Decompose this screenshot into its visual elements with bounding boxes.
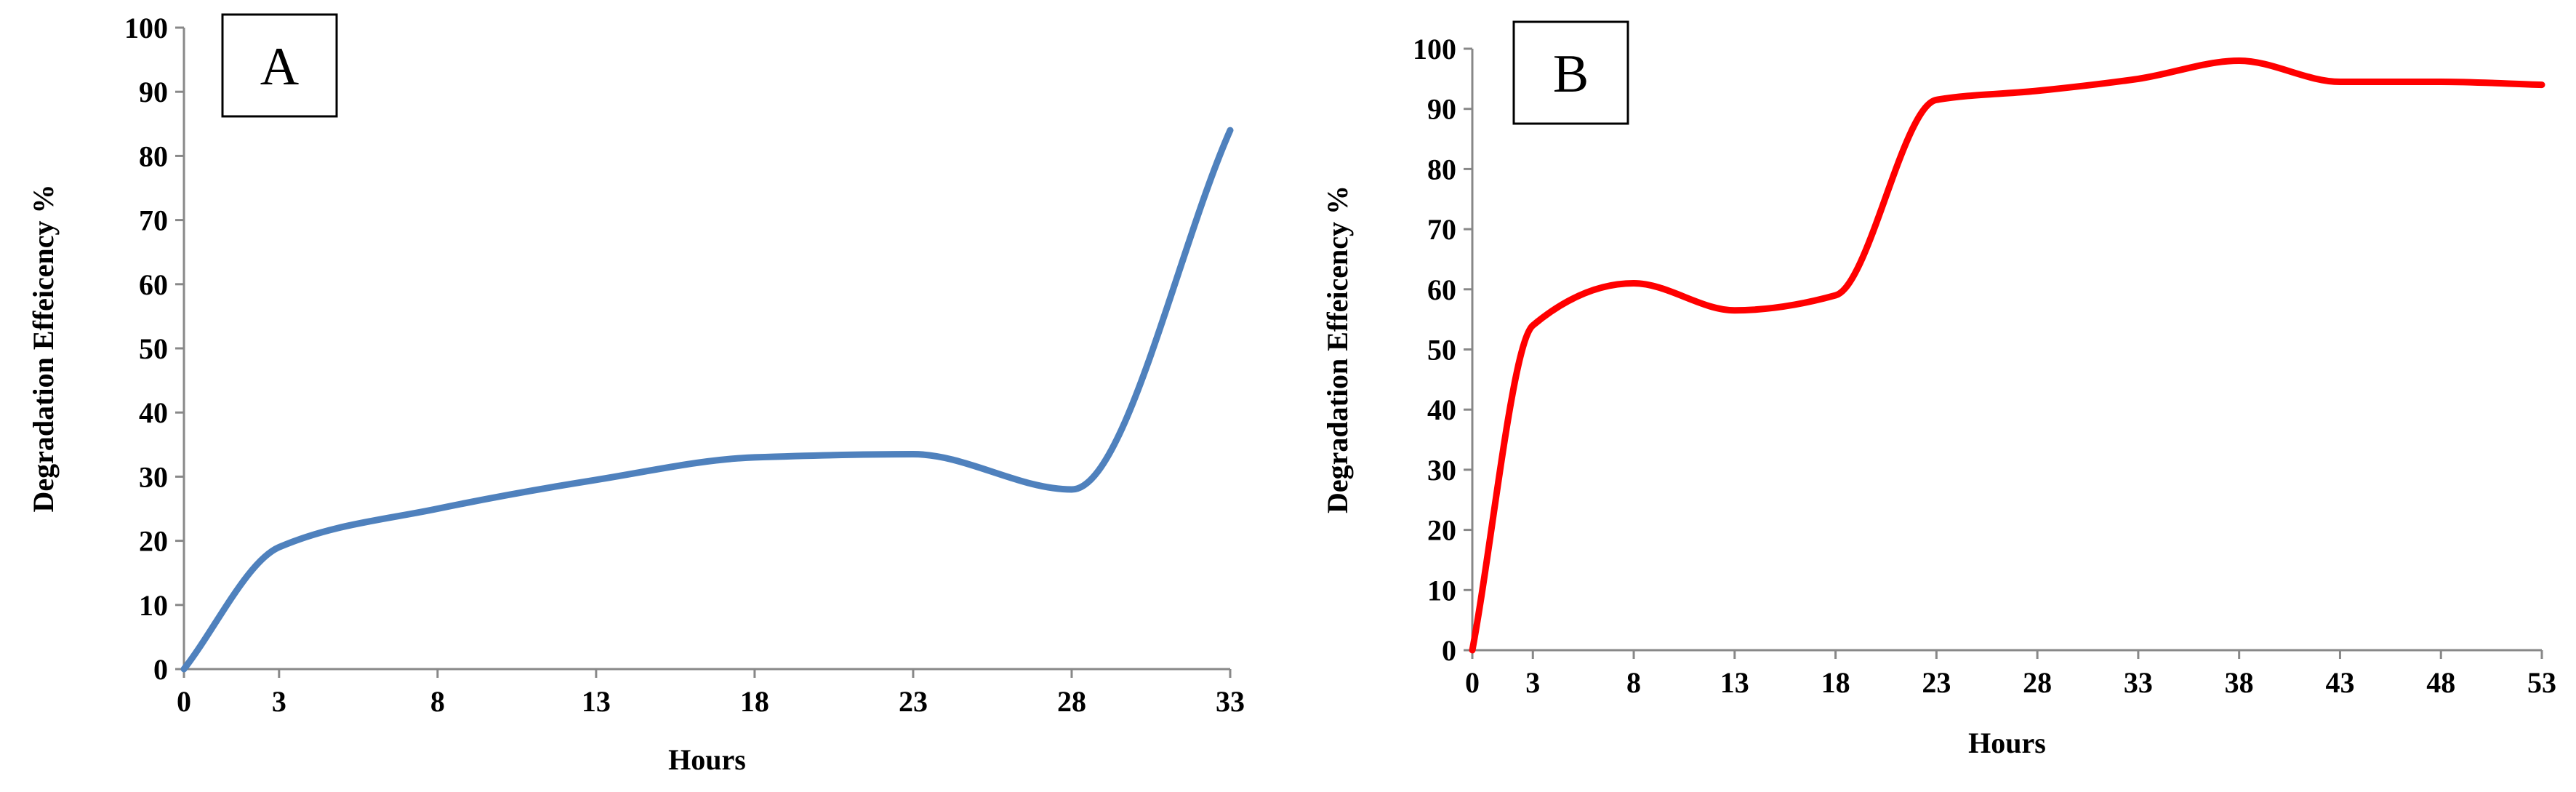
y-tick-label: 80: [1427, 153, 1456, 185]
y-tick-label: 100: [124, 12, 168, 44]
y-tick-label: 10: [1427, 574, 1456, 607]
panel-label-box: [221, 13, 338, 118]
panel-label: A: [260, 37, 299, 97]
y-tick-label: 20: [1427, 514, 1456, 547]
x-tick-label: 0: [177, 685, 191, 718]
x-tick-label: 38: [2225, 666, 2254, 699]
x-tick-label: 23: [1922, 666, 1951, 699]
y-tick-label: 90: [1427, 93, 1456, 126]
panel-label-box: [1512, 20, 1629, 125]
x-tick-label: 28: [1057, 685, 1086, 718]
y-tick-label: 60: [139, 268, 168, 301]
x-tick-label: 3: [1525, 666, 1540, 699]
x-tick-label: 33: [1216, 685, 1245, 718]
y-tick-label: 70: [139, 204, 168, 237]
x-tick-label: 8: [1626, 666, 1641, 699]
y-tick-label: 100: [1413, 33, 1456, 65]
y-tick-label: 50: [139, 332, 168, 365]
y-tick-label: 0: [1442, 634, 1456, 667]
y-tick-label: 90: [139, 76, 168, 108]
y-tick-label: 80: [139, 140, 168, 172]
x-tick-label: 53: [2527, 666, 2556, 699]
x-tick-label: 8: [430, 685, 445, 718]
panel-label: B: [1553, 44, 1589, 104]
x-tick-label: 18: [740, 685, 769, 718]
y-tick-label: 40: [1427, 393, 1456, 426]
x-tick-label: 33: [2124, 666, 2153, 699]
y-tick-label: 10: [139, 589, 168, 622]
y-tick-label: 60: [1427, 273, 1456, 306]
x-tick-label: 43: [2325, 666, 2354, 699]
y-tick-label: 30: [139, 460, 168, 493]
y-axis-title: Degradation Effeicency %: [27, 184, 60, 512]
x-tick-label: 13: [1720, 666, 1749, 699]
y-axis-title: Degradation Effeicency %: [1321, 185, 1354, 513]
y-tick-label: 20: [139, 525, 168, 558]
x-axis-title: Hours: [1968, 727, 2046, 759]
y-tick-label: 70: [1427, 213, 1456, 246]
y-tick-label: 50: [1427, 334, 1456, 367]
x-tick-label: 28: [2023, 666, 2052, 699]
x-tick-label: 13: [582, 685, 611, 718]
y-tick-label: 30: [1427, 454, 1456, 487]
series-line-0: [1469, 57, 2545, 654]
x-axis-title: Hours: [668, 743, 746, 776]
x-tick-label: 23: [899, 685, 928, 718]
series-line-0: [180, 127, 1234, 673]
x-tick-label: 48: [2426, 666, 2455, 699]
x-tick-label: 3: [272, 685, 286, 718]
chart-panel-a: 0 10 20 30 40 50 60 70 80 90 100 0 3 8 13 18 23 28 33 Hours…: [27, 12, 1245, 776]
y-tick-label: 40: [139, 396, 168, 429]
x-tick-label: 0: [1465, 666, 1480, 699]
x-tick-label: 18: [1821, 666, 1850, 699]
y-tick-label: 0: [153, 653, 168, 686]
